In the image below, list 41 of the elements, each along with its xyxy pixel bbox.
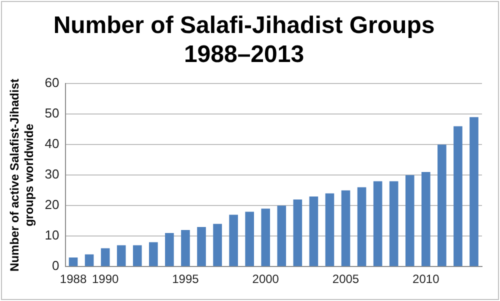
- bar: [373, 181, 382, 266]
- bar: [341, 190, 350, 266]
- bar: [149, 242, 158, 266]
- bar: [293, 200, 302, 266]
- bar: [132, 245, 142, 266]
- x-tick-label: 2010: [412, 272, 440, 286]
- bar: [229, 214, 238, 266]
- bar: [357, 187, 366, 266]
- bar: [261, 208, 270, 266]
- bar: [438, 144, 446, 266]
- bar: [68, 257, 78, 266]
- bar: [405, 175, 414, 266]
- bar: [454, 126, 462, 266]
- y-tick-label: 0: [52, 258, 60, 274]
- bar: [213, 224, 222, 266]
- y-tick-label: 50: [44, 106, 60, 121]
- bar: [197, 226, 206, 266]
- x-tick-label: 2005: [332, 272, 360, 286]
- x-tick-label: 1990: [92, 272, 119, 286]
- bar: [165, 233, 174, 266]
- bar: [325, 193, 334, 266]
- chart-title: Number of Salafi-Jihadist Groups 1988–2013: [53, 12, 435, 68]
- bar: [470, 117, 478, 266]
- bar: [309, 196, 318, 266]
- bar: [389, 181, 398, 266]
- bar: [100, 248, 110, 266]
- y-tick-label: 20: [44, 197, 60, 212]
- bar: [181, 230, 190, 266]
- y-tick-label: 10: [44, 228, 60, 243]
- bar: [84, 254, 94, 266]
- bar: [277, 206, 286, 266]
- y-axis-title: Number of active Salafist-Jihadist groups worldwide: [8, 78, 36, 272]
- y-tick-label: 40: [44, 136, 60, 152]
- x-tick-label: 2000: [252, 272, 280, 286]
- bar: [245, 212, 254, 266]
- x-tick-label: 1995: [172, 272, 200, 286]
- y-tick-label: 60: [44, 75, 60, 90]
- x-tick-label: 1988: [60, 272, 87, 286]
- y-tick-label: 30: [44, 166, 60, 182]
- bar: [116, 245, 126, 266]
- bar: [421, 172, 430, 266]
